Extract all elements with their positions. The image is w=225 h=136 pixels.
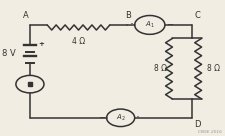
Text: C: C — [194, 10, 200, 20]
Text: ·: · — [136, 111, 140, 124]
Text: 4 Ω: 4 Ω — [72, 37, 85, 46]
Text: 8 V: 8 V — [2, 49, 16, 58]
Text: ·: · — [130, 18, 134, 31]
Text: $A_1$: $A_1$ — [145, 20, 155, 30]
Text: −: − — [166, 20, 173, 29]
Text: +: + — [38, 41, 44, 47]
Text: −: − — [99, 113, 106, 122]
Text: A: A — [23, 10, 29, 20]
Text: B: B — [125, 10, 131, 20]
Text: CBSE 2016: CBSE 2016 — [198, 130, 222, 134]
Text: 8 Ω: 8 Ω — [154, 64, 167, 73]
Text: $A_2$: $A_2$ — [116, 113, 126, 123]
Text: 8 Ω: 8 Ω — [207, 64, 220, 73]
Text: D: D — [194, 120, 200, 129]
